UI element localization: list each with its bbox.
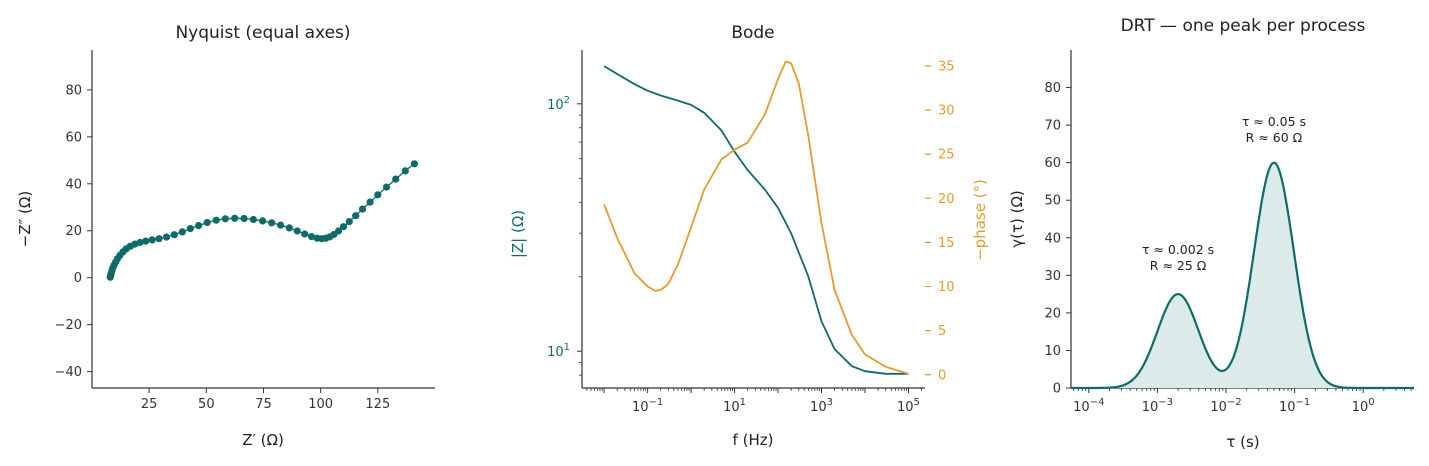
nyquist-point: [334, 227, 343, 235]
nyquist-point: [249, 215, 257, 224]
nyquist-point: [410, 160, 418, 168]
bode-y2tick-label: 5: [938, 324, 946, 339]
nyquist-point: [162, 233, 171, 241]
nyquist-point: [268, 219, 276, 227]
nyquist-point: [178, 228, 186, 236]
nyquist-point: [136, 238, 144, 247]
nyquist-ytick-label: 0: [74, 271, 82, 286]
nyquist-ytick-label: 40: [65, 177, 82, 192]
bode-y2tick-label: 30: [938, 104, 955, 119]
nyquist-xtick-label: 25: [141, 397, 158, 412]
nyquist-point: [170, 231, 178, 239]
nyquist-ylabel: −Z″ (Ω): [16, 191, 34, 247]
nyquist-point: [277, 221, 285, 229]
bode-xtick-label: 101: [723, 397, 746, 415]
drt-xtick-label: 10−4: [1073, 397, 1104, 415]
bode-phase-line: [603, 60, 909, 375]
drt-annotation-r: R ≈ 25 Ω: [1150, 258, 1207, 273]
nyquist-ytick-label: 20: [65, 224, 82, 239]
nyquist-ytick-label: −20: [55, 318, 82, 333]
drt-ytick-label: 20: [1044, 306, 1061, 321]
drt-xlabel: τ (s): [1226, 433, 1259, 451]
nyquist-point: [231, 214, 239, 222]
nyquist-point: [401, 167, 409, 175]
nyquist-point: [142, 237, 150, 245]
nyquist-point: [358, 205, 367, 213]
nyquist-point: [186, 225, 194, 233]
drt-ytick-label: 10: [1044, 344, 1061, 359]
nyquist-xtick-label: 100: [308, 397, 333, 412]
bode-xtick-label: 105: [897, 397, 920, 415]
nyquist-xtick-label: 75: [255, 397, 272, 412]
nyquist-point: [195, 222, 203, 230]
drt-ytick-label: 80: [1044, 81, 1061, 96]
nyquist-point: [203, 218, 211, 227]
nyquist-point: [293, 227, 301, 235]
nyquist-ytick-label: 80: [65, 83, 82, 98]
nyquist-xtick-label: 125: [365, 397, 390, 412]
nyquist-point: [374, 191, 382, 199]
nyquist-point: [301, 230, 309, 238]
drt-ylabel: γ(τ) (Ω): [1008, 190, 1026, 248]
nyquist-point: [392, 175, 400, 183]
drt-xtick-label: 10−3: [1142, 397, 1173, 415]
bode-y2tick-label: 15: [938, 236, 955, 251]
nyquist-point: [352, 212, 360, 220]
drt-xtick-label: 10−2: [1210, 397, 1241, 415]
nyquist-point: [382, 183, 391, 191]
bode-y2tick-label: 0: [938, 368, 946, 383]
bode-title: Bode: [731, 23, 774, 43]
nyquist-point: [155, 235, 163, 243]
bode-ytick-label: 101: [547, 342, 570, 360]
drt-xtick-label: 100: [1352, 397, 1375, 415]
drt-curve: [1071, 161, 1414, 390]
nyquist-panel: Nyquist (equal axes) Z′ (Ω) −Z″ (Ω) 25 50…: [16, 23, 435, 449]
nyquist-point: [240, 214, 248, 223]
bode-magnitude-line: [603, 65, 909, 375]
bode-y2tick-label: 20: [938, 192, 955, 207]
drt-area-fill: [1071, 162, 1414, 388]
bode-panel: Bode f (Hz) |Z| (Ω) −phase (°) 10−1 101 10…: [509, 23, 989, 449]
drt-ytick-label: 60: [1044, 156, 1061, 171]
drt-panel: DRT — one peak per process τ (s) γ(τ) (Ω…: [1008, 16, 1414, 451]
drt-annotation-tau: τ ≈ 0.002 s: [1142, 242, 1214, 257]
nyquist-point: [221, 215, 229, 223]
nyquist-xlabel: Z′ (Ω): [242, 431, 284, 449]
drt-annotation-tau: τ ≈ 0.05 s: [1242, 114, 1306, 129]
bode-y2label: −phase (°): [971, 179, 989, 261]
bode-y2tick-label: 35: [938, 59, 955, 74]
drt-ytick-label: 30: [1044, 269, 1061, 284]
drt-ytick-label: 0: [1053, 382, 1061, 397]
drt-xtick-label: 10−1: [1279, 397, 1310, 415]
nyquist-point: [339, 223, 348, 231]
nyquist-ytick-label: 60: [65, 130, 82, 145]
drt-title: DRT — one peak per process: [1121, 16, 1366, 36]
nyquist-point: [259, 217, 267, 225]
drt-annotation-r: R ≈ 60 Ω: [1246, 130, 1303, 145]
drt-ytick-label: 40: [1044, 231, 1061, 246]
bode-ytick-label: 102: [547, 95, 570, 113]
nyquist-point: [366, 198, 374, 206]
bode-xtick-label: 103: [810, 397, 833, 415]
nyquist-ytick-label: −40: [55, 365, 82, 380]
nyquist-point: [285, 224, 293, 232]
nyquist-title: Nyquist (equal axes): [175, 23, 350, 43]
bode-xtick-label: 10−1: [632, 397, 663, 415]
bode-xlabel: f (Hz): [733, 431, 774, 449]
nyquist-point: [148, 236, 156, 244]
nyquist-xtick-label: 50: [198, 397, 215, 412]
bode-y2tick-label: 10: [938, 280, 955, 295]
nyquist-point: [345, 218, 353, 226]
drt-ytick-label: 50: [1044, 194, 1061, 209]
nyquist-point: [212, 216, 220, 224]
bode-y2tick-label: 25: [938, 148, 955, 163]
bode-ylabel: |Z| (Ω): [509, 210, 527, 258]
drt-ytick-label: 70: [1044, 119, 1061, 134]
nyquist-point: [307, 233, 316, 241]
